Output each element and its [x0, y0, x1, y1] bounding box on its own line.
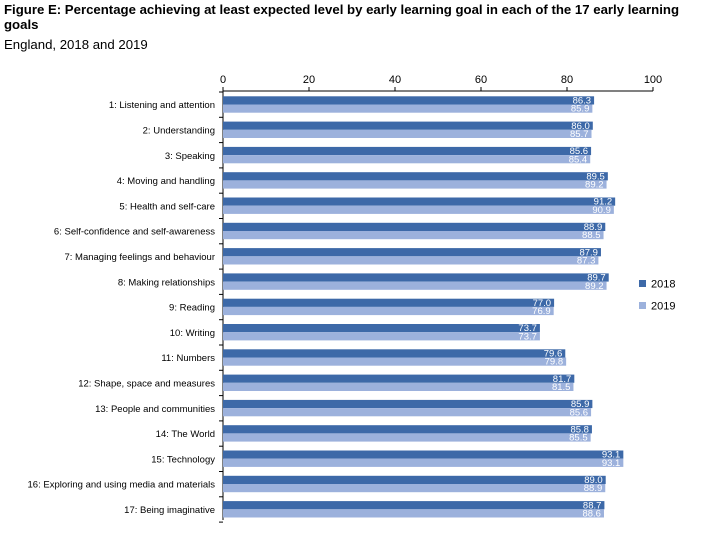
bar-2018: [223, 273, 609, 282]
data-label-2018: 85.9: [571, 399, 590, 410]
category-label: 17: Being imaginative: [124, 505, 215, 516]
bar-2019: [223, 382, 574, 391]
data-label-2019: 85.4: [569, 154, 588, 165]
data-label-2019: 85.7: [570, 129, 589, 140]
x-tick-label: 40: [389, 74, 401, 86]
data-label-2018: 86.3: [573, 96, 592, 107]
data-label-2018: 88.7: [583, 500, 602, 511]
chart-title: Figure E: Percentage achieving at least …: [4, 2, 680, 32]
x-tick-label: 100: [644, 74, 662, 86]
bar-2018: [223, 197, 616, 206]
data-label-2018: 87.9: [579, 247, 598, 258]
category-label: 15: Technology: [151, 454, 215, 465]
bar-2018: [223, 172, 608, 181]
category-label: 3: Speaking: [165, 151, 215, 162]
bar-2018: [223, 450, 624, 459]
data-label-2019: 81.5: [552, 382, 571, 393]
bar-2019: [223, 104, 593, 113]
x-tick-label: 20: [303, 74, 315, 86]
bar-2019: [223, 458, 624, 467]
category-label: 4: Moving and handling: [117, 176, 215, 187]
category-label: 2: Understanding: [143, 125, 215, 136]
x-tick-label: 80: [561, 74, 573, 86]
bar-2019: [223, 231, 604, 240]
data-label-2019: 73.7: [518, 331, 537, 342]
data-label-2019: 85.6: [570, 407, 589, 418]
data-label-2018: 85.8: [570, 424, 589, 435]
data-label-2019: 93.1: [602, 458, 621, 469]
bar-2019: [223, 357, 567, 366]
bar-2019: [223, 306, 554, 316]
data-label-2018: 77.0: [533, 298, 552, 309]
data-label-2019: 85.5: [569, 433, 588, 444]
data-label-2018: 79.6: [544, 349, 563, 360]
bar-2019: [223, 129, 592, 138]
bar-2018: [223, 96, 595, 105]
category-label: 10: Writing: [170, 328, 215, 339]
bar-2019: [223, 155, 591, 164]
bar-2018: [223, 501, 605, 510]
category-label: 1: Listening and attention: [109, 100, 215, 111]
x-tick-label: 60: [475, 74, 487, 86]
bar-2018: [223, 399, 593, 409]
bar-2018: [223, 349, 566, 358]
data-label-2019: 85.9: [571, 104, 590, 115]
legend-label-2019: 2019: [651, 301, 675, 313]
data-label-2018: 85.6: [570, 146, 589, 157]
data-label-2018: 88.9: [584, 222, 603, 233]
bar-2019: [223, 256, 599, 265]
bar-2018: [223, 475, 606, 484]
bar-2018: [223, 222, 606, 231]
bar-2019: [223, 408, 592, 417]
category-label: 8: Making relationships: [118, 277, 215, 288]
category-label: 11: Numbers: [161, 353, 215, 364]
data-label-2019: 88.6: [582, 509, 601, 520]
data-label-2018: 89.7: [587, 273, 606, 284]
bar-2019: [223, 281, 607, 290]
bar-2018: [223, 121, 593, 130]
data-label-2019: 87.3: [577, 256, 596, 267]
data-label-2018: 89.0: [584, 475, 603, 486]
legend-swatch-2018: [639, 280, 646, 287]
data-label-2018: 93.1: [602, 450, 621, 461]
category-label: 7: Managing feelings and behaviour: [64, 252, 215, 263]
category-label: 9: Reading: [169, 303, 215, 314]
bar-2019: [223, 433, 591, 442]
category-label: 6: Self-confidence and self-awareness: [54, 227, 215, 238]
chart-subtitle: England, 2018 and 2019: [4, 37, 148, 52]
category-label: 5: Health and self-care: [119, 201, 215, 212]
data-label-2019: 90.9: [592, 205, 611, 216]
bar-2018: [223, 248, 601, 257]
data-label-2018: 73.7: [518, 323, 537, 334]
bar-2018: [223, 146, 592, 156]
x-tick-label: 0: [220, 74, 226, 86]
data-label-2019: 89.2: [585, 180, 604, 191]
bar-2018: [223, 374, 575, 383]
data-label-2018: 91.2: [594, 197, 613, 208]
bar-2018: [223, 298, 555, 307]
bar-2019: [223, 205, 614, 214]
bar-2019: [223, 509, 604, 518]
category-label: 13: People and communities: [95, 404, 215, 415]
data-label-2019: 88.5: [582, 230, 601, 241]
data-label-2018: 86.0: [571, 121, 590, 132]
category-label: 14: The World: [156, 429, 215, 440]
data-label-2019: 79.8: [545, 357, 564, 368]
bar-2019: [223, 332, 540, 341]
data-label-2019: 88.9: [584, 483, 603, 494]
bar-2018: [223, 425, 592, 434]
legend-label-2018: 2018: [651, 279, 675, 291]
category-label: 16: Exploring and using media and materi…: [28, 480, 216, 491]
legend-swatch-2019: [639, 302, 646, 309]
data-label-2019: 89.2: [585, 281, 604, 292]
data-label-2019: 76.9: [532, 306, 551, 317]
data-label-2018: 89.5: [586, 171, 605, 182]
bar-2018: [223, 324, 540, 333]
bar-2019: [223, 484, 606, 493]
bar-2019: [223, 180, 607, 189]
data-label-2018: 81.7: [553, 374, 572, 385]
category-label: 12: Shape, space and measures: [78, 378, 215, 389]
